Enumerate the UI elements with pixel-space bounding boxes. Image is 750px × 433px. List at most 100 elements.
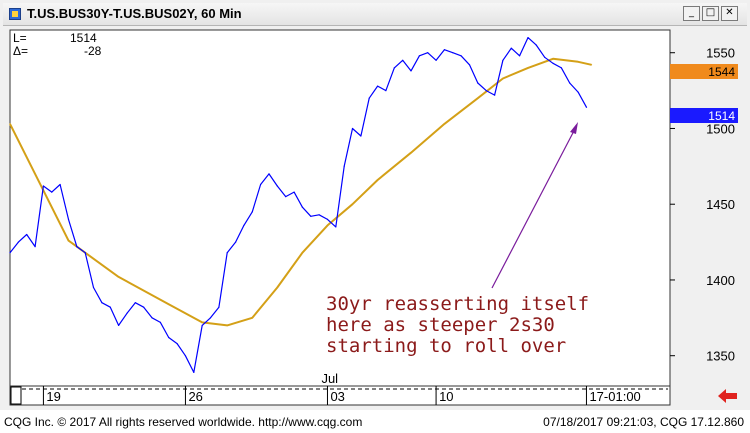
price-axis: 1350 1400 1450 1500 1550 [670,46,735,364]
price-point [34,246,36,248]
ma-point [34,173,36,175]
price-point [226,252,228,254]
price-point [427,52,429,54]
x-tick-label: 17-01:00 [589,389,640,404]
price-point [9,252,11,254]
price-point [535,44,537,46]
chart-area[interactable]: 1350 1400 1450 1500 1550 19 26 03 10 17-01:00 Jul… [0,28,750,410]
price-point [67,218,70,220]
status-footer: CQG Inc. © 2017 All rights reserved worl… [0,412,750,433]
price-point [435,59,437,61]
title-bar[interactable]: T.US.BUS30Y-T.US.BUS02Y, 60 Min _ □ ✕ [3,3,747,26]
x-tick-label: 10 [439,389,453,404]
price-point [26,233,28,236]
readout-delta-value: -28 [84,44,102,58]
ma-point [326,224,329,226]
y-tick-label: 1550 [706,46,735,61]
price-point [235,241,237,243]
price-point [510,47,512,49]
price-point [544,56,546,58]
time-axis: 19 26 03 10 17-01:00 Jul [42,371,641,405]
price-point [84,252,86,254]
price-point [410,70,412,72]
price-point [260,183,262,186]
maximize-button[interactable]: □ [702,6,719,21]
price-point [209,317,212,319]
plot-panel[interactable] [9,29,671,387]
ma-point [251,317,253,319]
ma-point [201,321,203,323]
y-tick-label: 1400 [706,273,735,288]
price-point [243,224,245,226]
window-title: T.US.BUS30Y-T.US.BUS02Y, 60 Min [27,6,242,21]
price-point [577,91,579,93]
red-left-arrow-icon[interactable] [718,389,737,403]
price-point [585,106,588,108]
chart-svg[interactable]: 1350 1400 1450 1500 1550 19 26 03 10 17-01:00 Jul… [0,28,750,410]
annotation-line-3: starting to roll over [326,335,566,357]
price-point [276,185,278,187]
price-point [377,85,379,87]
price-point [477,82,479,84]
timestamp-text: 07/18/2017 09:21:03, CQG 17.12.860 [543,415,744,429]
price-point [351,127,354,130]
price-point [218,306,220,308]
price-point [335,226,337,228]
ma-point [9,123,11,125]
price-point [385,90,387,92]
price-point [301,206,303,208]
ma-point [410,152,412,154]
time-scroll-thumb[interactable] [10,386,22,405]
ma-point [552,58,554,60]
price-point [42,185,45,187]
ma-point [168,303,170,305]
time-axis-strip[interactable] [9,385,671,406]
minimize-button[interactable]: _ [683,6,700,21]
copyright-text: CQG Inc. © 2017 All rights reserved worl… [4,415,363,429]
close-button[interactable]: ✕ [721,6,738,21]
y-tick-label: 1450 [706,197,735,212]
price-point [494,94,496,96]
cursor-readout: L= 1514 Δ= -28 [13,31,102,58]
price-point [285,196,287,198]
price-point [268,173,270,175]
ma-point [118,276,120,278]
price-point [17,241,19,243]
last-price-tag: 1514 [670,108,738,123]
price-point [560,67,563,69]
price-point [134,302,136,304]
price-point [184,355,186,357]
price-line [9,36,588,373]
ma-point [226,324,228,326]
ma-point [443,123,445,125]
x-tick-label: 26 [188,389,202,404]
price-point [159,321,161,323]
cqg-chart-icon [9,8,21,20]
y-tick-label: 1500 [706,121,735,136]
price-point [552,62,554,64]
price-point [326,218,329,220]
price-point [101,302,103,304]
price-point [468,64,471,66]
ma-price-tag: 1544 [670,64,738,79]
readout-delta-label: Δ= [13,44,28,58]
annotation-line-2: here as steeper 2s30 [326,314,555,336]
price-point [251,211,253,213]
x-month-label: Jul [321,371,338,386]
ma-point [590,64,593,66]
price-point [485,90,487,92]
price-point [393,67,395,69]
price-point [343,165,345,167]
price-point [360,135,362,137]
readout-l-value: 1514 [70,31,97,45]
ma-point [301,252,303,254]
price-point [76,246,78,248]
ma-point [502,77,504,80]
price-point [201,324,203,326]
price-point [51,191,53,193]
series-layer [9,36,593,373]
ma-point [276,286,278,289]
annotation-line-1: 30yr reasserting itself [326,293,589,315]
price-point [418,55,420,57]
price-point [126,312,128,314]
